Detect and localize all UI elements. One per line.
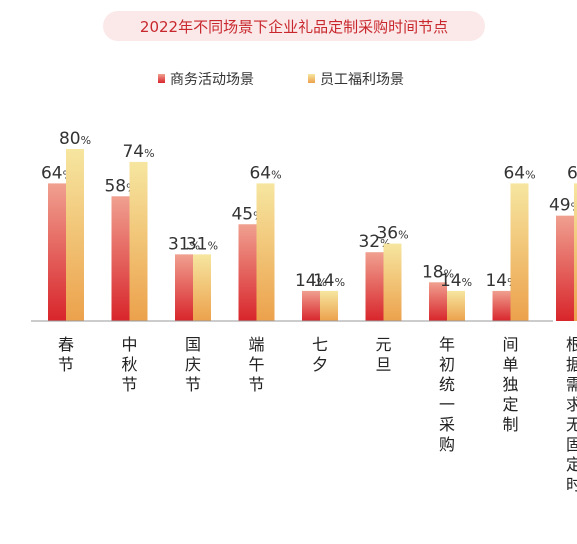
chart-title: 2022年不同场景下企业礼品定制采购时间节点	[140, 18, 448, 36]
value-label-2-1: 31%	[186, 234, 218, 254]
category-label-2: 国庆节	[185, 335, 201, 394]
bar-8-1	[574, 183, 577, 321]
legend-label-1: 员工福利场景	[320, 72, 404, 88]
legend-label-0: 商务活动场景	[170, 72, 254, 88]
value-label-6-0: 18%	[422, 262, 454, 282]
legend-swatch-1	[308, 74, 315, 83]
bar-4-0	[302, 290, 320, 321]
category-label-1: 中秋节	[121, 335, 137, 394]
legend: 商务活动场景 员工福利场景	[158, 72, 404, 88]
bar-1-0	[111, 196, 130, 321]
category-label-0: 春节	[58, 335, 74, 374]
value-label-8-1: 64%	[567, 163, 577, 183]
bar-0-0	[48, 183, 66, 321]
category-label-3: 端午节	[248, 335, 264, 394]
category-label-5: 元旦	[375, 335, 391, 374]
category-labels: 春节 中秋节 国庆节 端午节 七夕 元旦 年初统一采购 间单独定制 根据需求无固定时	[58, 335, 577, 494]
value-label-1-1: 74%	[122, 142, 154, 162]
value-label-0-1: 80%	[59, 129, 91, 149]
bar-7-1	[510, 183, 529, 321]
bar-7-0	[492, 290, 511, 321]
value-label-8-0: 49%	[549, 196, 577, 216]
value-label-4-1: 14%	[313, 271, 345, 291]
value-label-7-1: 64%	[503, 163, 535, 183]
category-label-6: 年初统一采购	[439, 335, 455, 454]
bar-2-1	[193, 254, 211, 321]
value-label-5-1: 36%	[376, 224, 408, 244]
value-label-3-1: 64%	[249, 163, 281, 183]
bar-2-0	[175, 254, 193, 321]
bar-4-1	[320, 290, 338, 321]
bar-3-0	[238, 224, 257, 321]
bar-1-1	[129, 161, 148, 321]
bar-6-0	[429, 282, 447, 321]
bars: 64%80%58%74%31%31%45%64%14%14%32%36%18%1…	[41, 129, 577, 321]
bar-5-1	[383, 243, 402, 321]
bar-0-1	[66, 149, 84, 321]
bar-3-1	[256, 183, 275, 321]
category-label-4: 七夕	[312, 335, 328, 374]
category-label-7: 间单独定制	[502, 335, 518, 434]
value-label-2-0: 31%	[168, 234, 200, 254]
bar-8-0	[556, 215, 574, 321]
legend-swatch-0	[158, 74, 165, 83]
title-background	[103, 11, 485, 41]
value-label-6-1: 14%	[440, 271, 472, 291]
value-label-4-0: 14%	[295, 271, 327, 291]
bar-5-0	[365, 252, 384, 321]
bar-6-1	[447, 290, 465, 321]
category-label-8: 根据需求无固定时	[566, 335, 577, 494]
